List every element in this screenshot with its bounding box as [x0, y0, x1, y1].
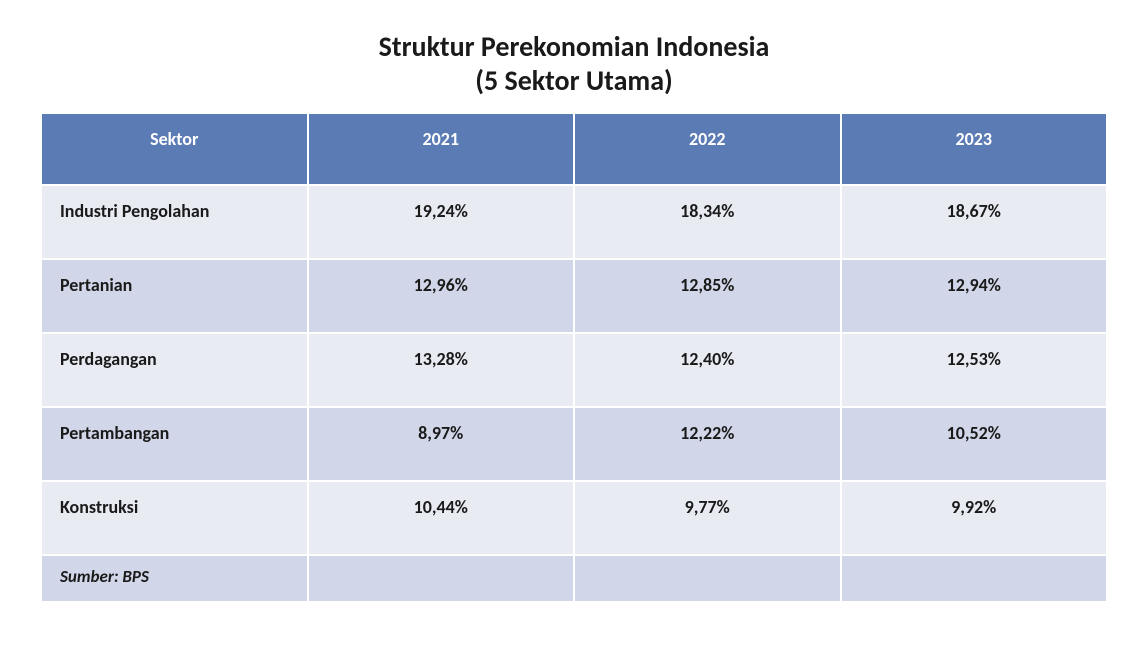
- sector-name: Industri Pengolahan: [42, 186, 307, 258]
- value-2023: 18,67%: [842, 186, 1107, 258]
- col-header-2023: 2023: [842, 114, 1107, 184]
- title-line1: Struktur Perekonomian Indonesia: [40, 30, 1108, 64]
- col-header-sektor: Sektor: [42, 114, 307, 184]
- value-2022: 12,40%: [575, 334, 840, 406]
- col-header-2021: 2021: [309, 114, 574, 184]
- title-line2: (5 Sektor Utama): [40, 64, 1108, 98]
- value-2021: 10,44%: [309, 482, 574, 554]
- sector-name: Pertambangan: [42, 408, 307, 480]
- value-2021: 19,24%: [309, 186, 574, 258]
- source-label: Sumber: BPS: [42, 556, 307, 601]
- value-2022: 12,85%: [575, 260, 840, 332]
- value-2022: 9,77%: [575, 482, 840, 554]
- value-2022: 18,34%: [575, 186, 840, 258]
- table-row: Perdagangan 13,28% 12,40% 12,53%: [42, 334, 1106, 406]
- value-2021: 8,97%: [309, 408, 574, 480]
- title-container: Struktur Perekonomian Indonesia (5 Sekto…: [40, 30, 1108, 97]
- sector-name: Konstruksi: [42, 482, 307, 554]
- value-2021: 12,96%: [309, 260, 574, 332]
- economy-table: Sektor 2021 2022 2023 Industri Pengolaha…: [40, 112, 1108, 603]
- value-2022: 12,22%: [575, 408, 840, 480]
- table-row: Konstruksi 10,44% 9,77% 9,92%: [42, 482, 1106, 554]
- value-2023: 12,94%: [842, 260, 1107, 332]
- sector-name: Pertanian: [42, 260, 307, 332]
- empty-cell: [309, 556, 574, 601]
- empty-cell: [575, 556, 840, 601]
- value-2023: 9,92%: [842, 482, 1107, 554]
- table-row: Pertambangan 8,97% 12,22% 10,52%: [42, 408, 1106, 480]
- source-row: Sumber: BPS: [42, 556, 1106, 601]
- value-2021: 13,28%: [309, 334, 574, 406]
- table-header-row: Sektor 2021 2022 2023: [42, 114, 1106, 184]
- table-row: Industri Pengolahan 19,24% 18,34% 18,67%: [42, 186, 1106, 258]
- value-2023: 12,53%: [842, 334, 1107, 406]
- table-row: Pertanian 12,96% 12,85% 12,94%: [42, 260, 1106, 332]
- empty-cell: [842, 556, 1107, 601]
- col-header-2022: 2022: [575, 114, 840, 184]
- sector-name: Perdagangan: [42, 334, 307, 406]
- value-2023: 10,52%: [842, 408, 1107, 480]
